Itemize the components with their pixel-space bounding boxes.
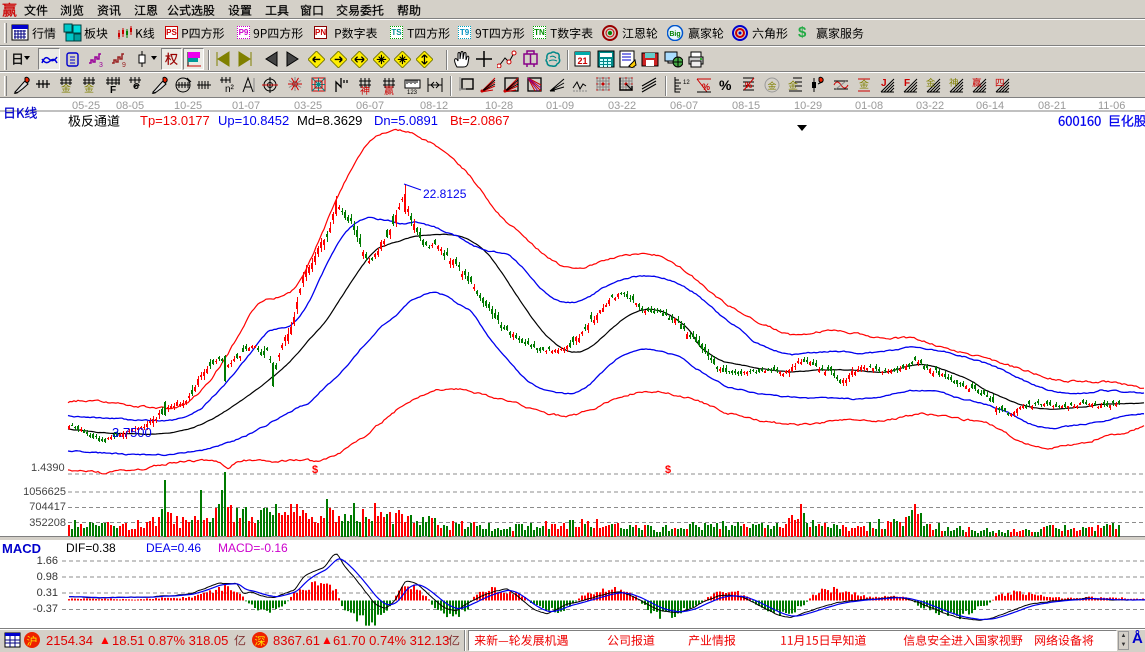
svg-text:9: 9 xyxy=(122,62,126,68)
svg-text:%: % xyxy=(702,82,710,92)
svg-text:123: 123 xyxy=(683,80,690,86)
svg-text:$: $ xyxy=(312,464,318,476)
svg-text:%: % xyxy=(745,81,752,90)
svg-text:$: $ xyxy=(665,464,671,476)
svg-text:F: F xyxy=(110,85,116,95)
svg-text:Big: Big xyxy=(669,31,680,38)
svg-text:123: 123 xyxy=(407,90,418,95)
svg-text:21: 21 xyxy=(577,56,587,66)
svg-text:3: 3 xyxy=(99,62,103,68)
svg-text:F: F xyxy=(904,78,910,89)
svg-text:n²: n² xyxy=(225,84,235,95)
svg-text:J: J xyxy=(881,78,887,89)
